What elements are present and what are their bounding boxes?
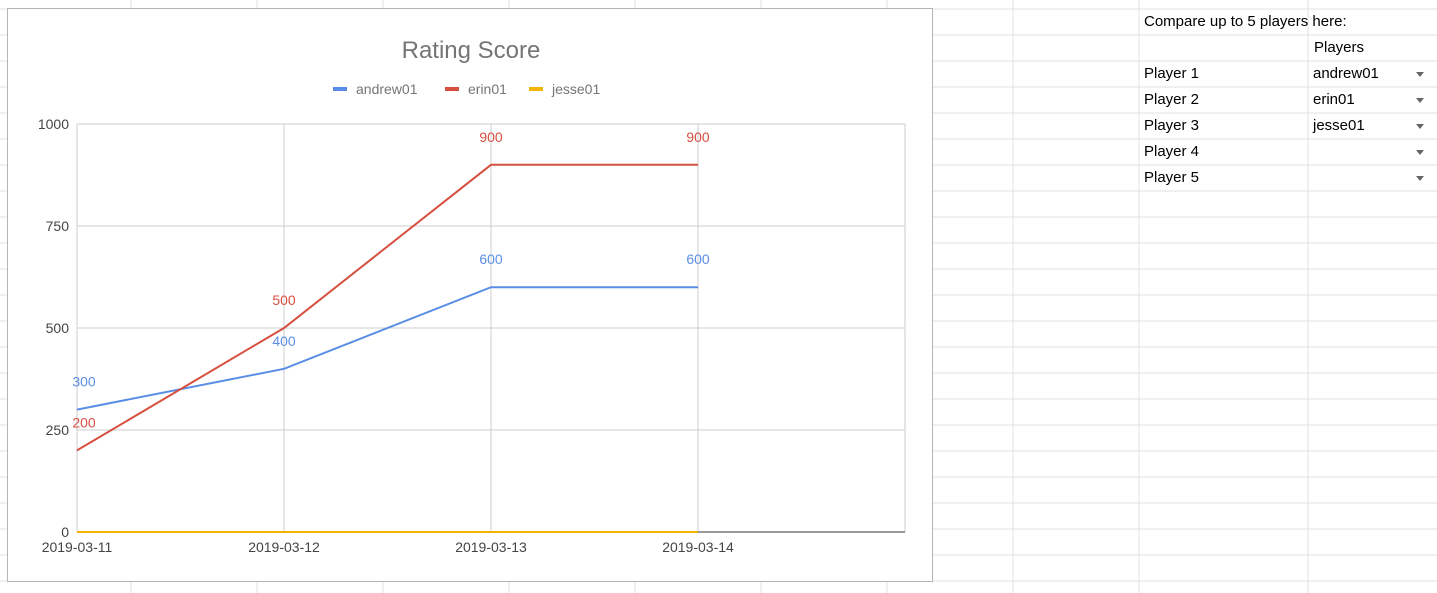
data-label: 500 xyxy=(272,292,296,308)
player-label: Player 1 xyxy=(1144,65,1200,82)
y-tick-label: 750 xyxy=(46,218,70,234)
chart-canvas: Rating Score andrew01 erin01 jesse01 0 250 500… xyxy=(38,37,906,555)
data-label: 200 xyxy=(72,414,96,430)
x-tick-label: 2019-03-11 xyxy=(42,539,113,555)
legend-swatch xyxy=(445,87,459,91)
y-tick-label: 1000 xyxy=(38,116,69,132)
chevron-down-icon[interactable] xyxy=(1416,124,1424,129)
players-header: Players xyxy=(1314,39,1365,56)
data-label: 900 xyxy=(479,129,503,145)
chevron-down-icon[interactable] xyxy=(1416,150,1424,155)
series-line-andrew01[interactable] xyxy=(76,286,698,411)
line-chart[interactable]: Rating Score andrew01 erin01 jesse01 0 250 500… xyxy=(7,8,933,582)
player-label: Player 4 xyxy=(1144,143,1200,160)
legend-entry[interactable]: andrew01 xyxy=(356,81,418,97)
data-label: 400 xyxy=(272,333,296,349)
data-label: 900 xyxy=(686,129,710,145)
chevron-down-icon[interactable] xyxy=(1416,98,1424,103)
compare-prompt: Compare up to 5 players here: xyxy=(1144,13,1347,30)
chart-title: Rating Score xyxy=(402,37,541,64)
x-tick-label: 2019-03-12 xyxy=(248,539,320,555)
legend-swatch xyxy=(333,87,347,91)
player-label: Player 5 xyxy=(1144,169,1200,186)
y-tick-label: 0 xyxy=(61,524,69,540)
y-tick-label: 250 xyxy=(46,422,70,438)
player-select[interactable]: andrew01 xyxy=(1313,65,1379,82)
series-line-erin01[interactable] xyxy=(76,163,698,452)
data-label: 300 xyxy=(72,374,96,390)
chevron-down-icon[interactable] xyxy=(1416,176,1424,181)
data-label: 600 xyxy=(479,251,503,267)
y-tick-label: 500 xyxy=(46,320,70,336)
player-select[interactable]: jesse01 xyxy=(1313,117,1365,134)
chevron-down-icon[interactable] xyxy=(1416,72,1424,77)
legend-entry[interactable]: jesse01 xyxy=(551,81,600,97)
x-tick-label: 2019-03-13 xyxy=(455,539,527,555)
x-tick-label: 2019-03-14 xyxy=(662,539,734,555)
player-label: Player 3 xyxy=(1144,117,1200,134)
data-label: 600 xyxy=(686,251,710,267)
player-label: Player 2 xyxy=(1144,91,1200,108)
legend-entry[interactable]: erin01 xyxy=(468,81,507,97)
player-select[interactable]: erin01 xyxy=(1313,91,1355,108)
legend-swatch xyxy=(529,87,543,91)
